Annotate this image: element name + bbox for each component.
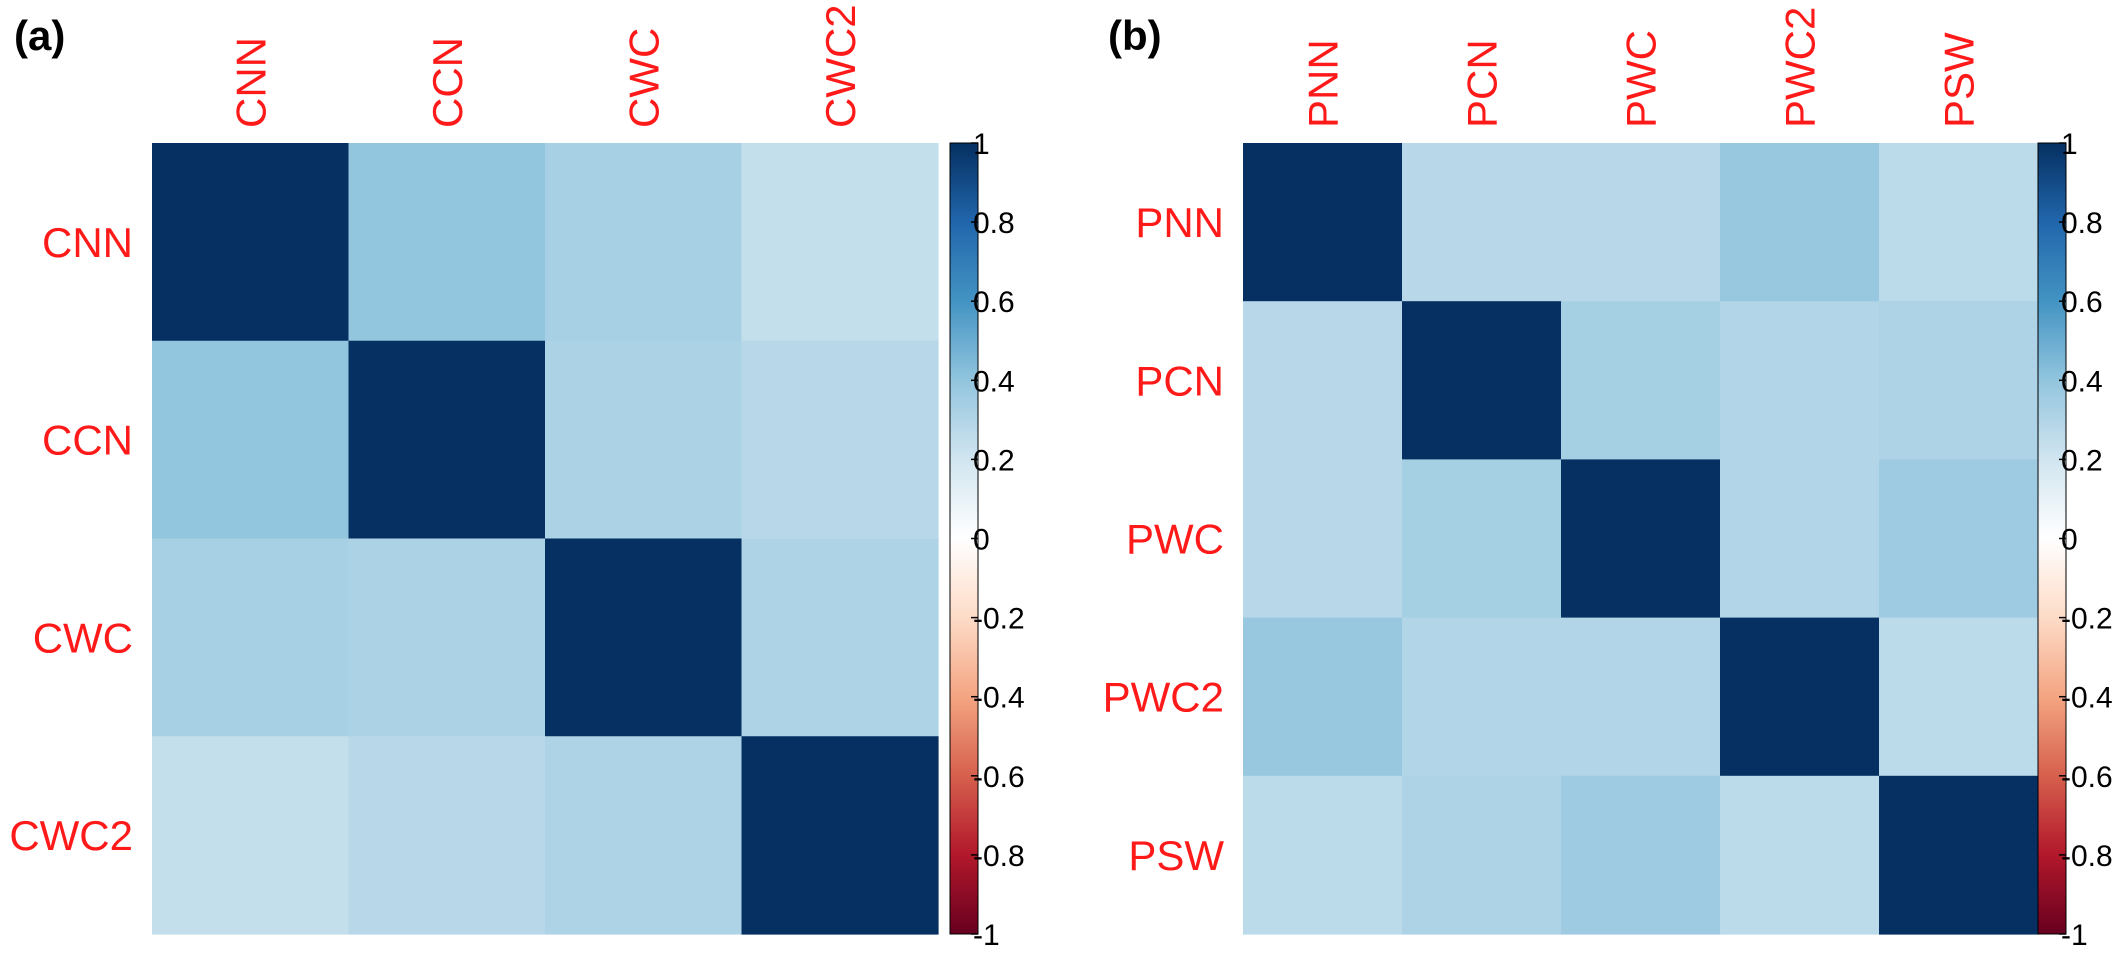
column-label: PSW [1936,32,1983,128]
heatmap-cell [1243,617,1403,777]
colorbar-tick-label: 0.8 [2061,207,2103,240]
heatmap-cell [348,736,546,935]
colorbar-tick-label: -0.2 [973,603,1025,636]
panel-label-a: (a) [14,12,65,59]
colorbar-tick-label: -1 [2061,919,2088,952]
column-label: PCN [1459,39,1506,128]
heatmap-cell [1243,301,1403,460]
column-label: CCN [424,37,471,128]
heatmap-cell [545,143,743,342]
heatmap-cell [152,538,350,737]
heatmap-cell [1243,143,1403,302]
column-label: PWC [1618,30,1665,128]
heatmap-cell [1243,459,1403,619]
heatmap-cell [545,340,743,540]
heatmap-cell [152,736,350,935]
heatmap-cell [1879,143,2039,302]
row-label: PCN [1135,357,1224,404]
colorbar-tick-label: -0.2 [2061,603,2113,636]
heatmap-cell [1402,617,1562,777]
colorbar-tick-label: -0.6 [973,761,1025,794]
panel-label-b: (b) [1108,12,1162,59]
column-label: PWC2 [1777,7,1824,128]
heatmap-cells-b [1243,143,2039,935]
colorbar-tick-label: 0.8 [973,207,1015,240]
colorbar-tick-label: 0.4 [2061,365,2103,398]
colorbar-tick-label: 0.6 [2061,286,2103,319]
heatmap-cell [741,538,939,737]
column-label: CWC2 [817,4,864,128]
heatmap-cell [1561,775,1721,935]
heatmap-cell [1561,459,1721,619]
heatmap-cell [1720,617,1880,777]
heatmap-cell [545,736,743,935]
heatmap-cell [1879,617,2039,777]
column-label: CNN [227,37,274,128]
heatmap-cell [152,340,350,540]
colorbar-tick-label: 1 [973,128,990,161]
row-label: CWC [33,614,133,661]
heatmap-cell [1561,301,1721,460]
heatmap-cell [348,538,546,737]
row-labels-a: CNN CCN CWC CWC2 [9,219,133,859]
heatmap-cell [1243,775,1403,935]
heatmap-cell [1402,775,1562,935]
colorbar-b: 1 0.8 0.6 0.4 0.2 0 -0.2 -0.4 -0.6 -0.8 -1 [2037,128,2113,952]
colorbar-tick-label: -0.6 [2061,761,2113,794]
heatmap-cell [741,143,939,342]
colorbar-tick-label: 1 [2061,128,2078,161]
row-labels-b: PNN PCN PWC PWC2 PSW [1103,199,1225,879]
heatmap-cells-a [152,143,939,935]
heatmap-cell [1402,143,1562,302]
heatmap-cell [1879,301,2039,460]
heatmap-cell [1402,301,1562,460]
colorbar-tick-label: 0.2 [2061,444,2103,477]
row-label: PWC [1126,516,1224,563]
colorbar-tick-label: 0.4 [973,365,1015,398]
column-labels-b: PNN PCN PWC PWC2 PSW [1300,7,1983,128]
heatmap-cell [741,736,939,935]
colorbar-tick-label: -1 [973,919,1000,952]
column-label: PNN [1300,39,1347,128]
heatmap-cell [1879,459,2039,619]
heatmap-cell [545,538,743,737]
colorbar-a: 1 0.8 0.6 0.4 0.2 0 -0.2 -0.4 -0.6 -0.8 -1 [949,128,1025,952]
heatmap-cell [1720,301,1880,460]
heatmap-cell [741,340,939,540]
colorbar-tick-label: -0.4 [2061,682,2113,715]
heatmap-cell [1720,459,1880,619]
row-label: PSW [1128,832,1224,879]
column-labels-a: CNN CCN CWC CWC2 [227,4,864,128]
heatmap-panel-b: (b) PNN PCN PWC PWC2 PSW PNN PCN PWC PWC2 PSW 1 0… [1103,7,2113,952]
heatmap-panel-a: (a) CNN CCN CWC CWC2 CNN CCN CWC CWC2 1 0.8 0.6 0… [9,4,1024,952]
heatmap-cell [348,143,546,342]
heatmap-cell [1561,143,1721,302]
column-label: CWC [620,28,667,128]
colorbar-tick-label: -0.8 [973,840,1025,873]
row-label: CNN [42,219,133,266]
heatmap-cell [1561,617,1721,777]
colorbar-tick-label: -0.4 [973,682,1025,715]
colorbar-tick-label: -0.8 [2061,840,2113,873]
heatmap-cell [1879,775,2039,935]
colorbar-tick-label: 0 [973,524,990,557]
heatmap-cell [1402,459,1562,619]
heatmap-cell [1720,143,1880,302]
colorbar-tick-label: 0.2 [973,444,1015,477]
heatmap-cell [152,143,350,342]
heatmap-cell [348,340,546,540]
colorbar-tick-label: 0.6 [973,286,1015,319]
colorbar-tick-label: 0 [2061,524,2078,557]
heatmap-cell [1720,775,1880,935]
row-label: PWC2 [1103,674,1224,721]
row-label: CWC2 [9,812,133,859]
row-label: CCN [42,417,133,464]
row-label: PNN [1135,199,1224,246]
